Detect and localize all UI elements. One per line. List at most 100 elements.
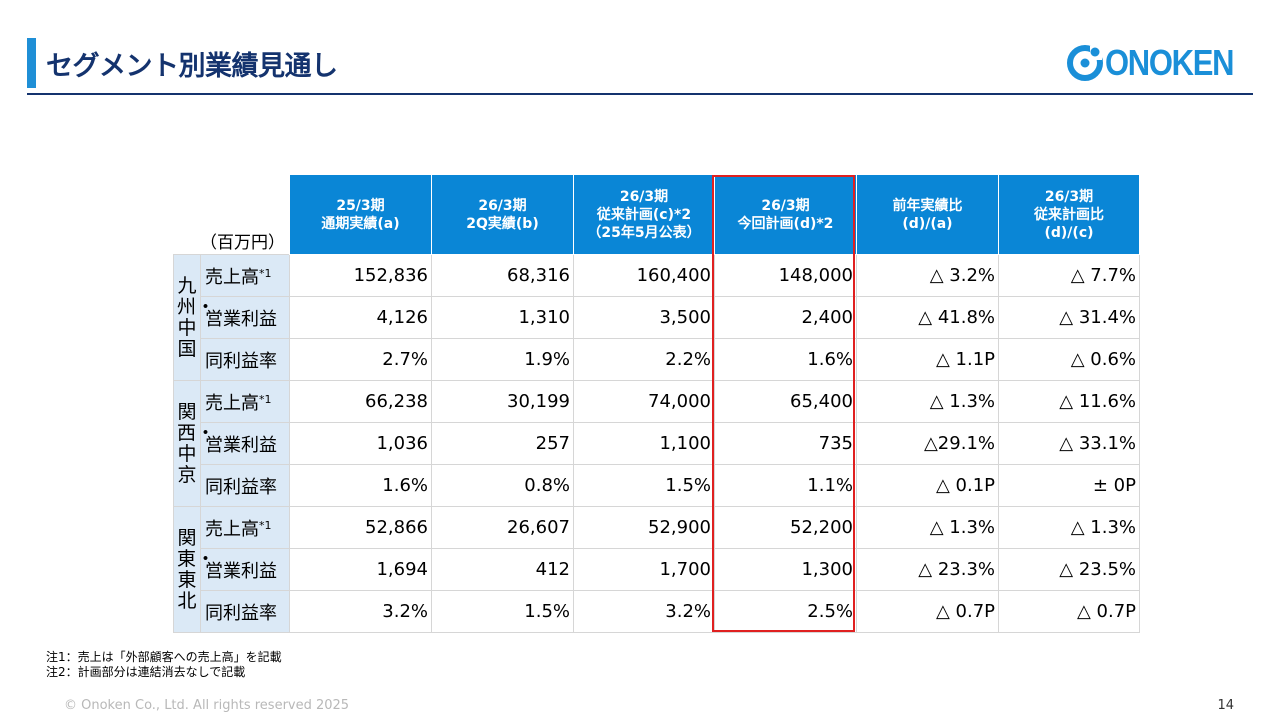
table-cell: △ 1.3% bbox=[998, 506, 1140, 549]
column-header: 26/3期 2Q実績(b) bbox=[431, 174, 574, 255]
column-header-line: 従来計画(c)*2 bbox=[596, 206, 692, 223]
table-cell: 52,866 bbox=[289, 506, 432, 549]
column-header: 26/3期 今回計画(d)*2 bbox=[714, 174, 857, 255]
table-row: 同利益率 1.6% 0.8% 1.5% 1.1% △ 0.1P ± 0P bbox=[174, 464, 1140, 507]
column-header-line: 26/3期 bbox=[619, 188, 669, 205]
table-cell: 1.6% bbox=[289, 464, 432, 507]
table-cell: △ 3.2% bbox=[856, 254, 999, 297]
table-cell: 30,199 bbox=[431, 380, 574, 423]
column-header: 26/3期 従来計画比 (d)/(c) bbox=[998, 174, 1140, 255]
table-cell: 1.9% bbox=[431, 338, 574, 381]
row-label: 同利益率 bbox=[205, 602, 277, 624]
column-header-line: 25/3期 bbox=[336, 197, 385, 214]
table-cell: 3.2% bbox=[573, 590, 715, 633]
row-label-cell: 売上高*1 bbox=[200, 380, 290, 423]
table-cell: 1.1% bbox=[714, 464, 857, 507]
table-cell: 68,316 bbox=[431, 254, 574, 297]
table-cell: △ 1.3% bbox=[856, 506, 999, 549]
table-cell: △ 1.1P bbox=[856, 338, 999, 381]
table-row: 営業利益 1,036 257 1,100 735 △29.1% △ 33.1% bbox=[174, 422, 1140, 465]
column-header-line: 前年実績比 bbox=[892, 197, 963, 214]
footnotes: 注1：売上は「外部顧客への売上高」を記載 注2：計画部分は連結消去なしで記載 bbox=[46, 650, 282, 680]
row-label-cell: 同利益率 bbox=[200, 590, 290, 633]
table-cell: 257 bbox=[431, 422, 574, 465]
row-note-marker: *1 bbox=[259, 392, 272, 406]
column-header-line: （25年5月公表） bbox=[587, 224, 701, 241]
row-note-marker: *1 bbox=[259, 518, 272, 532]
row-label-cell: 売上高*1 bbox=[200, 254, 290, 297]
table-cell: 2.7% bbox=[289, 338, 432, 381]
column-header-line: 2Q実績(b) bbox=[466, 215, 539, 232]
table-cell: 148,000 bbox=[714, 254, 857, 297]
header-corner bbox=[174, 175, 290, 255]
column-header-line: (d)/(c) bbox=[1044, 224, 1094, 241]
table-row: 同利益率 3.2% 1.5% 3.2% 2.5% △ 0.7P △ 0.7P bbox=[174, 590, 1140, 633]
table-cell: ± 0P bbox=[998, 464, 1140, 507]
column-header-line: 通期実績(a) bbox=[321, 215, 400, 232]
table-cell: 1.5% bbox=[573, 464, 715, 507]
table-cell: 1,694 bbox=[289, 548, 432, 591]
table-row: 同利益率 2.7% 1.9% 2.2% 1.6% △ 1.1P △ 0.6% bbox=[174, 338, 1140, 381]
table-cell: 2.2% bbox=[573, 338, 715, 381]
table-cell: 152,836 bbox=[289, 254, 432, 297]
column-header: 25/3期 通期実績(a) bbox=[289, 174, 432, 255]
table-cell: 26,607 bbox=[431, 506, 574, 549]
table-cell: 3.2% bbox=[289, 590, 432, 633]
company-logo: ONOKEN bbox=[1066, 42, 1254, 84]
table-cell: △ 23.5% bbox=[998, 548, 1140, 591]
table-cell: △ 31.4% bbox=[998, 296, 1140, 339]
row-label: 同利益率 bbox=[205, 350, 277, 372]
title-accent-bar bbox=[27, 38, 36, 88]
table-row: 九州・中国 売上高*1 152,836 68,316 160,400 148,000 △ 3… bbox=[173, 254, 1140, 381]
row-label-cell: 同利益率 bbox=[200, 338, 290, 381]
table-cell: 74,000 bbox=[573, 380, 715, 423]
table-row: 関東・東北 売上高*1 52,866 26,607 52,900 52,200 △ 1.3%… bbox=[173, 506, 1140, 633]
table-cell: 160,400 bbox=[573, 254, 715, 297]
table-cell: 1,100 bbox=[573, 422, 715, 465]
segment-name-cell: 関西・中京 bbox=[173, 380, 216, 507]
page-title: セグメント別業績見通し bbox=[46, 51, 338, 82]
segment-name: 九州・中国 bbox=[177, 274, 216, 360]
unit-label: （百万円） bbox=[200, 233, 285, 253]
table-cell: △ 7.7% bbox=[998, 254, 1140, 297]
table-cell: △ 0.6% bbox=[998, 338, 1140, 381]
segment-name-cell: 九州・中国 bbox=[173, 254, 216, 381]
table-cell: △ 33.1% bbox=[998, 422, 1140, 465]
table-cell: 65,400 bbox=[714, 380, 857, 423]
row-label: 同利益率 bbox=[205, 476, 277, 498]
row-label-cell: 売上高*1 bbox=[200, 506, 290, 549]
table-row: 営業利益 4,126 1,310 3,500 2,400 △ 41.8% △ 31.4% bbox=[174, 296, 1140, 339]
row-label: 売上高 bbox=[205, 266, 259, 288]
table-row: 営業利益 1,694 412 1,700 1,300 △ 23.3% △ 23.5% bbox=[174, 548, 1140, 591]
column-header-line: (d)/(a) bbox=[902, 215, 953, 232]
table-cell: 52,200 bbox=[714, 506, 857, 549]
table-cell: 1,700 bbox=[573, 548, 715, 591]
table-header-row: 25/3期 通期実績(a) 26/3期 2Q実績(b) 26/3期 従来計画(c)*2 （2… bbox=[174, 174, 1140, 255]
footnote-1: 注1：売上は「外部顧客への売上高」を記載 bbox=[46, 650, 282, 664]
table-cell: 52,900 bbox=[573, 506, 715, 549]
segment-forecast-table: 25/3期 通期実績(a) 26/3期 2Q実績(b) 26/3期 従来計画(c)*2 （2… bbox=[173, 174, 1140, 633]
table-cell: △ 1.3% bbox=[856, 380, 999, 423]
column-header: 前年実績比 (d)/(a) bbox=[856, 174, 999, 255]
row-label: 営業利益 bbox=[205, 434, 277, 456]
table-cell: 1,300 bbox=[714, 548, 857, 591]
table-cell: △ 41.8% bbox=[856, 296, 999, 339]
row-label: 売上高 bbox=[205, 392, 259, 414]
table-cell: △29.1% bbox=[856, 422, 999, 465]
table-cell: △ 23.3% bbox=[856, 548, 999, 591]
footnote-2: 注2：計画部分は連結消去なしで記載 bbox=[46, 665, 246, 679]
column-header-line: 26/3期 bbox=[478, 197, 527, 214]
copyright-text: © Onoken Co., Ltd. All rights reserved 2… bbox=[64, 698, 350, 713]
table-cell: 1.6% bbox=[714, 338, 857, 381]
column-header-line: 26/3期 bbox=[761, 197, 810, 214]
table-cell: 1,310 bbox=[431, 296, 574, 339]
table-cell: △ 0.7P bbox=[998, 590, 1140, 633]
table-cell: △ 0.7P bbox=[856, 590, 999, 633]
segment-name: 関西・中京 bbox=[177, 400, 216, 486]
row-label: 営業利益 bbox=[205, 308, 277, 330]
row-label: 売上高 bbox=[205, 518, 259, 540]
segment-name-cell: 関東・東北 bbox=[173, 506, 215, 633]
title-divider bbox=[27, 93, 1253, 95]
table-cell: △ 11.6% bbox=[998, 380, 1140, 423]
table-cell: △ 0.1P bbox=[856, 464, 999, 507]
